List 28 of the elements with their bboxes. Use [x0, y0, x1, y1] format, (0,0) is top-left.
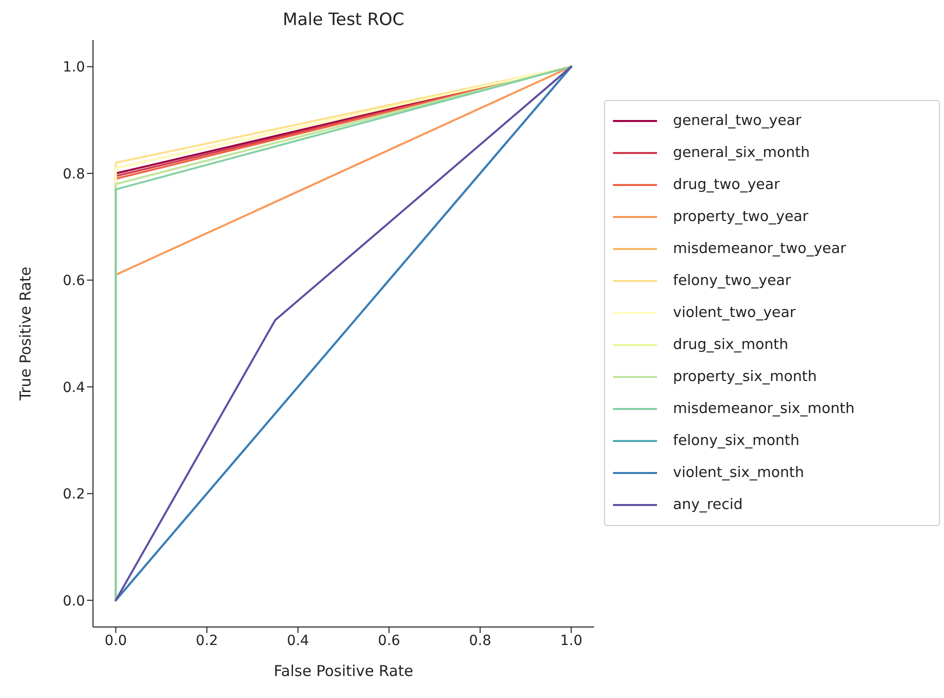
x-tick-label: 0.0: [104, 632, 127, 649]
legend-label: felony_two_year: [673, 273, 791, 289]
legend-label: property_two_year: [673, 209, 808, 225]
y-tick-label: 0.6: [62, 273, 86, 290]
legend-label: misdemeanor_six_month: [673, 401, 855, 417]
legend-label: property_six_month: [673, 369, 817, 385]
legend-label: any_recid: [673, 497, 743, 513]
legend-label: violent_two_year: [673, 305, 796, 321]
y-axis-title: True Positive Rate: [16, 266, 34, 402]
x-tick-label: 0.6: [378, 632, 400, 649]
legend-label: violent_six_month: [673, 465, 804, 481]
legend-label: felony_six_month: [673, 433, 800, 449]
legend-label: misdemeanor_two_year: [673, 241, 846, 257]
legend-label: general_six_month: [673, 145, 810, 161]
x-tick-label: 0.4: [286, 632, 310, 649]
y-tick-label: 0.8: [62, 166, 85, 182]
x-tick-label: 1.0: [560, 632, 582, 649]
y-tick-label: 0.4: [62, 380, 86, 396]
legend-label: drug_six_month: [673, 337, 788, 353]
legend-label: general_two_year: [673, 113, 802, 129]
x-tick-label: 0.2: [196, 632, 218, 649]
legend-label: drug_two_year: [673, 177, 780, 193]
chart-title: Male Test ROC: [282, 10, 406, 30]
y-tick-label: 0.2: [62, 486, 85, 503]
y-tick-label: 1.0: [62, 60, 85, 76]
x-axis-title: False Positive Rate: [274, 662, 414, 680]
y-tick-label: 0.0: [62, 593, 85, 610]
x-tick-label: 0.8: [469, 632, 492, 649]
